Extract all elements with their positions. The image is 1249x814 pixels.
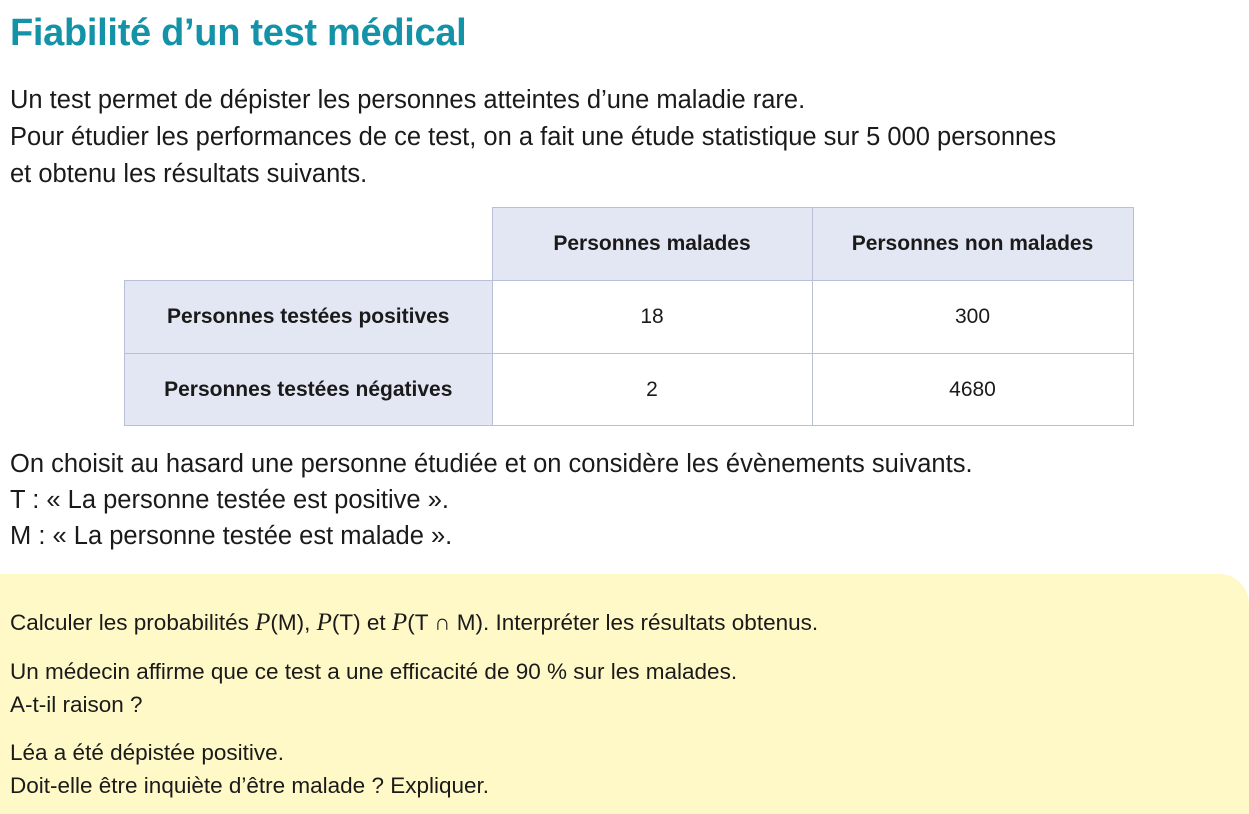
events-line-1: On choisit au hasard une personne étudié… [10,450,973,478]
cell-negative-malades: 2 [491,353,813,426]
question-2-line-1: Un médecin affirme que ce test a une eff… [10,659,738,684]
table-header-row: Personnes malades Personnes non malades [124,207,1134,281]
results-table: Personnes malades Personnes non malades … [124,207,1134,426]
header-malades: Personnes malades [491,207,813,281]
row-label-positives: Personnes testées positives [124,280,493,354]
row-label-negatives: Personnes testées négatives [124,353,493,426]
cell-negative-non-malades: 4680 [811,353,1134,426]
events-text: On choisit au hasard une personne étudié… [10,446,973,554]
question-3-line-2: Doit-elle être inquiète d’être malade ? … [10,773,490,798]
event-t-definition: T : « La personne testée est positive ». [10,486,449,514]
page-title: Fiabilité d’un test médical [10,12,467,54]
cell-positive-malades: 18 [491,280,813,354]
prob-arg-2: (T) et [331,610,392,635]
table-row: Personnes testées positives 18 300 [124,280,1134,354]
intro-text: Un test permet de dépister les personnes… [10,82,1245,193]
prob-arg-3: (T ∩ M). Interpréter les résultats obten… [407,610,819,635]
header-non-malades: Personnes non malades [811,207,1134,281]
prob-symbol-1: P [255,609,271,636]
question-1-text: Calculer les probabilités P(M), P(T) et … [10,606,818,639]
event-m-definition: M : « La personne testée est malade ». [10,522,453,550]
table-corner-cell [124,207,493,281]
intro-line-3: et obtenu les résultats suivants. [10,160,368,188]
question-3-line-1: Léa a été dépistée positive. [10,740,284,765]
prob-arg-1: (M), [270,610,317,635]
question-2: Un médecin affirme que ce test a une eff… [10,655,737,721]
intro-line-1: Un test permet de dépister les personnes… [10,86,806,114]
cell-positive-non-malades: 300 [811,280,1134,354]
question-1: Calculer les probabilités P(M), P(T) et … [10,606,818,639]
prob-symbol-3: P [391,609,408,636]
question-3: Léa a été dépistée positive. Doit-elle ê… [10,736,489,802]
table-row: Personnes testées négatives 2 4680 [124,353,1134,426]
prob-symbol-2: P [316,609,332,636]
question-2-line-2: A-t-il raison ? [10,692,143,717]
intro-line-2: Pour étudier les performances de ce test… [10,123,1057,151]
questions-box [0,574,1249,814]
question-1-lead: Calculer les probabilités [10,610,256,635]
